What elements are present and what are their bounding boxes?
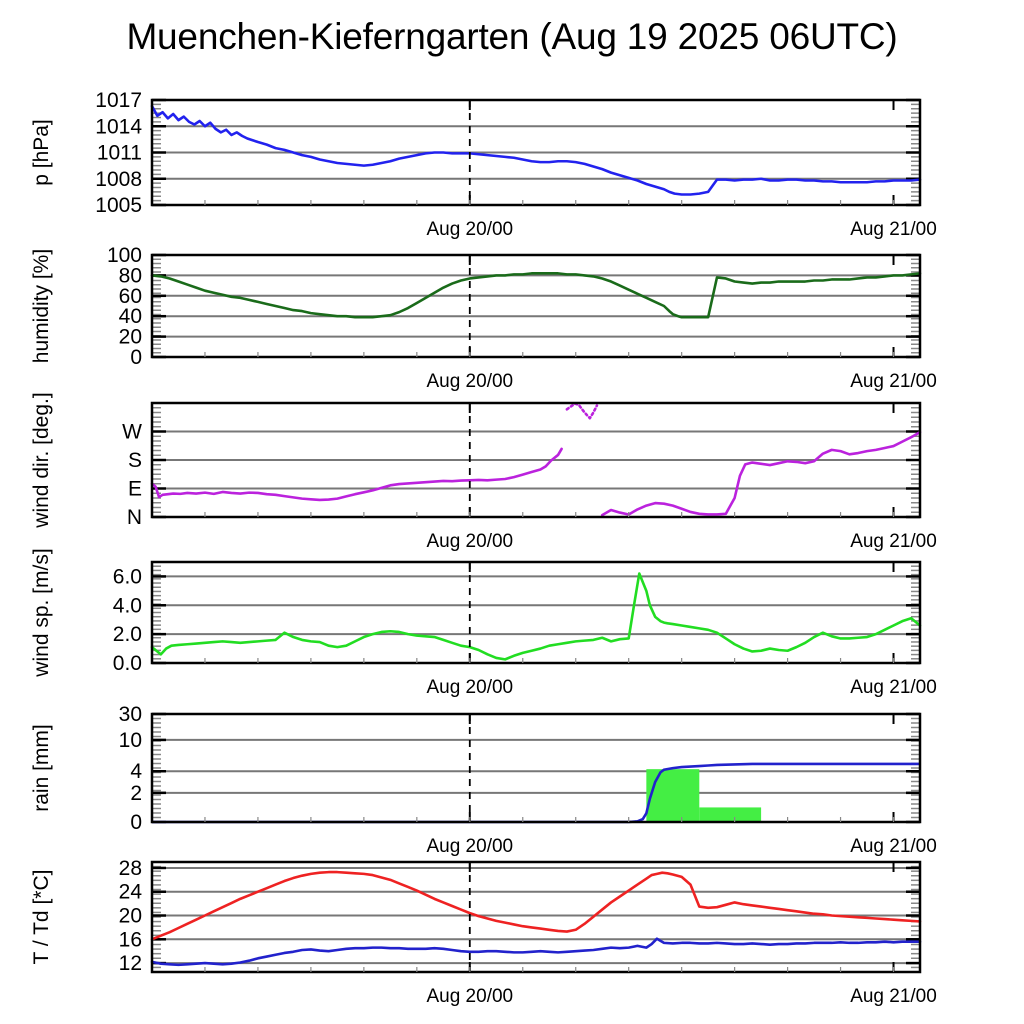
y-tick-label: 30: [119, 703, 142, 726]
panel-rain: 0 24 10 30 rain [mm] Aug 20/00 Aug 21/00: [30, 703, 937, 857]
x-tick-label: Aug 20/00: [426, 371, 513, 392]
y-axis-label: p [hPa]: [30, 119, 53, 186]
x-tick-label: Aug 21/00: [850, 677, 937, 698]
y-tick-label: 28: [119, 857, 142, 880]
y-tick-label: 0.0: [113, 652, 142, 675]
x-tick-label: Aug 21/00: [850, 531, 937, 552]
y-tick-label: 2.0: [113, 623, 142, 646]
x-tick-label: Aug 21/00: [850, 219, 937, 240]
y-tick-label: 12: [119, 952, 142, 975]
y-tick-label: 4.0: [113, 594, 142, 617]
y-tick-label: 1014: [95, 115, 142, 138]
y-tick-label: 10: [119, 729, 142, 752]
series-wind-speed: [150, 572, 922, 661]
series-wind-direction-after-wrap-: [600, 430, 922, 517]
rain-bar: [646, 769, 700, 822]
y-tick-label: E: [128, 478, 142, 501]
y-axis-label: wind dir. [deg.]: [30, 392, 53, 528]
y-tick-label: 1011: [97, 142, 142, 165]
y-tick-label: 1005: [95, 194, 142, 217]
series-temperature: [150, 870, 922, 941]
panel-wind_speed: 0.0 2.0 4.0 6.0 wind sp. [m/s] Aug 20/00 Aug 2…: [30, 548, 937, 698]
x-tick-label: Aug 20/00: [426, 986, 513, 1007]
plot-background: [152, 714, 920, 822]
y-tick-label: 0: [130, 346, 142, 369]
y-tick-label: 100: [107, 244, 142, 267]
x-tick-label: Aug 21/00: [850, 371, 937, 392]
y-tick-label: 20: [119, 905, 142, 928]
y-axis-label: wind sp. [m/s]: [30, 548, 53, 677]
series-relative-humidity: [150, 272, 922, 319]
y-tick-label: 1008: [95, 168, 142, 191]
y-tick-label: 24: [119, 881, 143, 904]
x-tick-label: Aug 20/00: [426, 677, 513, 698]
x-tick-label: Aug 20/00: [426, 219, 513, 240]
y-tick-label: 0: [130, 811, 142, 834]
plot-background: [152, 255, 920, 357]
y-axis-label: T / Td [*C]: [30, 870, 53, 965]
x-tick-label: Aug 21/00: [850, 836, 937, 857]
x-tick-label: Aug 20/00: [426, 531, 513, 552]
series-wind-direction: [150, 447, 563, 502]
y-tick-label: 2: [130, 782, 142, 805]
y-tick-label: 4: [130, 760, 142, 783]
series-wind-direction-wrap-segment-high-: [565, 402, 599, 420]
y-tick-label: S: [128, 449, 142, 472]
y-tick-label: 40: [119, 305, 142, 328]
y-tick-label: 6.0: [113, 565, 142, 588]
y-tick-label: 60: [119, 285, 142, 308]
y-tick-label: 80: [119, 264, 142, 287]
y-tick-label: W: [122, 421, 142, 444]
panel-pressure: 1005 1008 1011 1014 1017 p [hPa] Aug 20/00 Aug …: [30, 89, 937, 240]
y-axis-label: rain [mm]: [30, 724, 53, 812]
y-tick-label: 20: [119, 326, 142, 349]
y-tick-label: N: [127, 506, 142, 529]
y-tick-label: 16: [119, 928, 142, 951]
plot-frame: [150, 560, 922, 665]
plot-frame: [150, 401, 922, 519]
rain-bar: [699, 807, 762, 822]
plot-background: [152, 562, 920, 663]
y-axis-label: humidity [%]: [30, 249, 53, 363]
plot-frame: [150, 860, 922, 974]
page-title: Muenchen-Kieferngarten (Aug 19 2025 06UT…: [126, 16, 898, 57]
series-pressure: [150, 104, 922, 196]
x-tick-label: Aug 20/00: [426, 836, 513, 857]
y-tick-label: 1017: [95, 89, 142, 112]
series-dew-point: [150, 937, 922, 967]
plot-frame: [150, 253, 922, 359]
plot-frame: [150, 712, 922, 824]
plot-frame: [150, 98, 922, 207]
x-tick-label: Aug 21/00: [850, 986, 937, 1007]
